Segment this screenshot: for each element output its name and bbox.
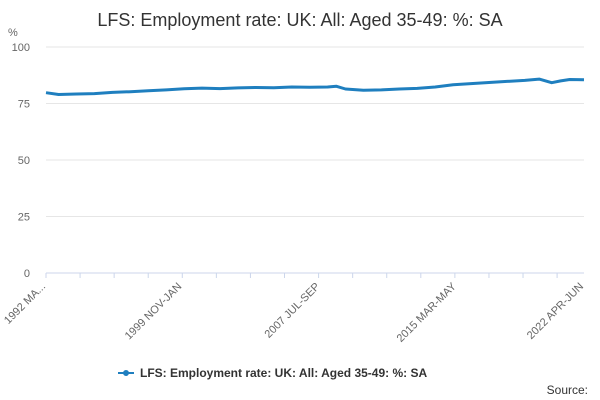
y-tick-labels: 0 25 50 75 100 [12,42,30,280]
series-line [45,77,585,96]
y-tick-label: 50 [18,155,30,167]
legend[interactable]: LFS: Employment rate: UK: All: Aged 35-4… [118,366,427,380]
y-tick-label: 75 [18,99,30,111]
legend-swatch-dot [123,370,129,376]
x-axis [45,272,584,278]
x-tick-label: 2007 JUL-SEP [263,281,323,341]
x-tick-label: 2015 MAR-MAY [395,280,460,345]
x-tick-label: 2022 APR-JUN [525,281,586,342]
y-tick-label: 25 [18,212,30,224]
chart-title: LFS: Employment rate: UK: All: Aged 35-4… [97,10,502,30]
source-link[interactable]: Source: [547,383,588,397]
legend-entry-label: LFS: Employment rate: UK: All: Aged 35-4… [140,366,427,380]
x-tick-label: 1999 NOV-JAN [123,281,185,343]
x-tick-label: 1992 MA... [2,281,48,327]
y-tick-label: 100 [12,42,30,54]
y-tick-label: 0 [24,268,30,280]
x-tick-labels: 1992 MA... 1999 NOV-JAN 2007 JUL-SEP 2015 M… [2,280,586,345]
y-axis-unit-label: % [8,27,18,39]
